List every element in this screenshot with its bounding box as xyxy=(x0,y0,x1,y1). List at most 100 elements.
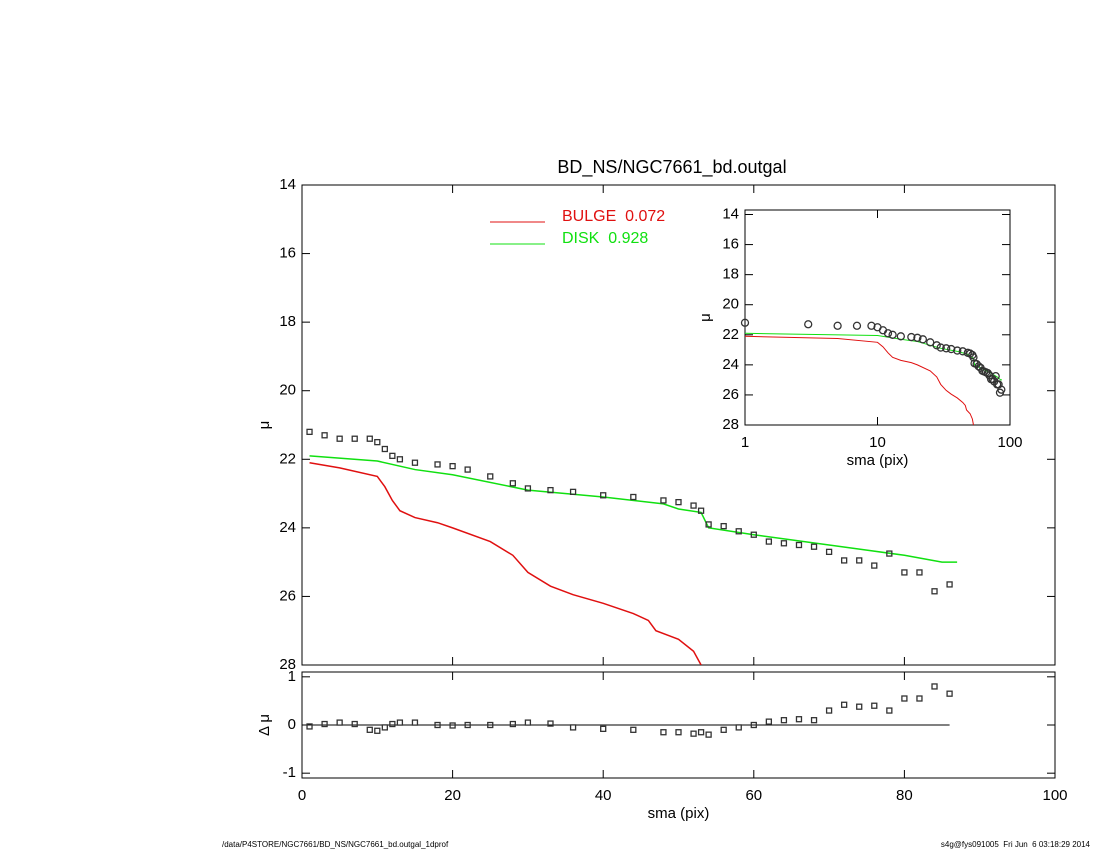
marker xyxy=(926,338,935,347)
footer-left: /data/P4STORE/NGC7661/BD_NS/NGC7661_bd.o… xyxy=(222,840,449,849)
legend-label: DISK 0.928 xyxy=(562,230,648,247)
x-tick-label: 80 xyxy=(896,787,913,804)
marker xyxy=(750,531,757,538)
y-tick-label: 24 xyxy=(722,356,739,373)
marker xyxy=(795,716,803,723)
marker xyxy=(600,492,607,499)
marker xyxy=(901,695,908,702)
plot-frame xyxy=(744,209,1011,426)
marker xyxy=(810,717,818,724)
marker xyxy=(675,729,682,736)
marker xyxy=(697,507,705,514)
marker xyxy=(449,462,456,470)
marker xyxy=(841,557,848,564)
x-tick-label: 0 xyxy=(298,787,306,804)
marker xyxy=(464,721,471,729)
marker xyxy=(946,690,953,697)
marker xyxy=(883,329,893,338)
y-tick-label: 28 xyxy=(279,656,296,673)
marker xyxy=(750,721,757,729)
marker xyxy=(947,344,956,354)
model-line xyxy=(309,455,958,563)
y-tick-label: 20 xyxy=(722,296,739,313)
x-axis-label: sma (pix) xyxy=(648,805,710,822)
marker xyxy=(918,335,928,344)
marker xyxy=(991,371,1000,381)
y-tick-label: 16 xyxy=(279,245,296,262)
marker xyxy=(825,707,833,714)
marker xyxy=(487,721,494,729)
marker xyxy=(464,466,471,473)
y-tick-label: 20 xyxy=(279,382,296,399)
y-tick-label: 26 xyxy=(279,587,296,604)
marker xyxy=(946,581,953,588)
marker xyxy=(411,459,419,466)
marker xyxy=(381,445,388,453)
x-tick-label: 10 xyxy=(869,434,886,451)
marker xyxy=(720,522,727,530)
marker xyxy=(411,719,419,726)
marker xyxy=(374,727,381,734)
marker xyxy=(886,707,893,714)
marker xyxy=(780,540,788,547)
marker xyxy=(953,346,962,355)
marker xyxy=(336,435,343,442)
y-axis-label: Δ μ xyxy=(256,714,273,736)
marker xyxy=(810,543,818,550)
marker xyxy=(381,724,388,731)
marker xyxy=(931,588,938,595)
marker xyxy=(487,473,494,480)
marker xyxy=(306,428,313,436)
model-line xyxy=(745,332,1002,381)
marker xyxy=(871,562,878,569)
marker xyxy=(434,721,441,729)
marker xyxy=(366,726,373,733)
marker xyxy=(374,438,381,446)
marker xyxy=(804,320,813,329)
y-axis-label: μ xyxy=(697,313,714,322)
marker xyxy=(795,541,803,549)
marker xyxy=(913,333,922,342)
marker xyxy=(389,452,396,460)
marker xyxy=(705,731,712,738)
marker xyxy=(675,498,682,506)
x-tick-label: 40 xyxy=(595,787,612,804)
x-tick-label: 100 xyxy=(1042,787,1067,804)
marker xyxy=(509,720,516,728)
marker xyxy=(697,729,705,736)
marker xyxy=(958,347,967,356)
marker xyxy=(936,343,945,352)
marker xyxy=(690,502,697,509)
marker xyxy=(765,718,773,725)
marker xyxy=(569,724,577,731)
marker xyxy=(705,521,712,528)
y-tick-label: 18 xyxy=(279,313,296,330)
marker xyxy=(351,720,358,728)
marker xyxy=(916,569,923,576)
marker xyxy=(735,528,742,535)
x-tick-label: 60 xyxy=(745,787,762,804)
marker xyxy=(336,719,343,726)
marker xyxy=(524,719,532,726)
y-tick-label: 22 xyxy=(279,450,296,467)
marker xyxy=(389,720,396,728)
chart-title: BD_NS/NGC7661_bd.outgal xyxy=(557,157,786,178)
marker xyxy=(321,432,328,439)
y-tick-label: 0 xyxy=(288,716,296,733)
marker xyxy=(931,683,938,690)
marker xyxy=(396,456,404,463)
marker xyxy=(916,695,923,702)
marker xyxy=(396,719,404,726)
marker xyxy=(509,480,516,487)
marker xyxy=(366,435,373,442)
x-axis-label: sma (pix) xyxy=(847,452,909,469)
y-tick-label: 26 xyxy=(722,386,739,403)
marker xyxy=(449,722,456,729)
y-tick-label: 18 xyxy=(722,266,739,283)
y-tick-label: -1 xyxy=(283,764,296,781)
marker xyxy=(901,569,908,576)
footer-right: s4g@fys091005 Fri Jun 6 03:18:29 2014 xyxy=(941,840,1091,849)
marker xyxy=(547,486,554,494)
marker xyxy=(856,703,863,710)
marker xyxy=(720,726,727,733)
